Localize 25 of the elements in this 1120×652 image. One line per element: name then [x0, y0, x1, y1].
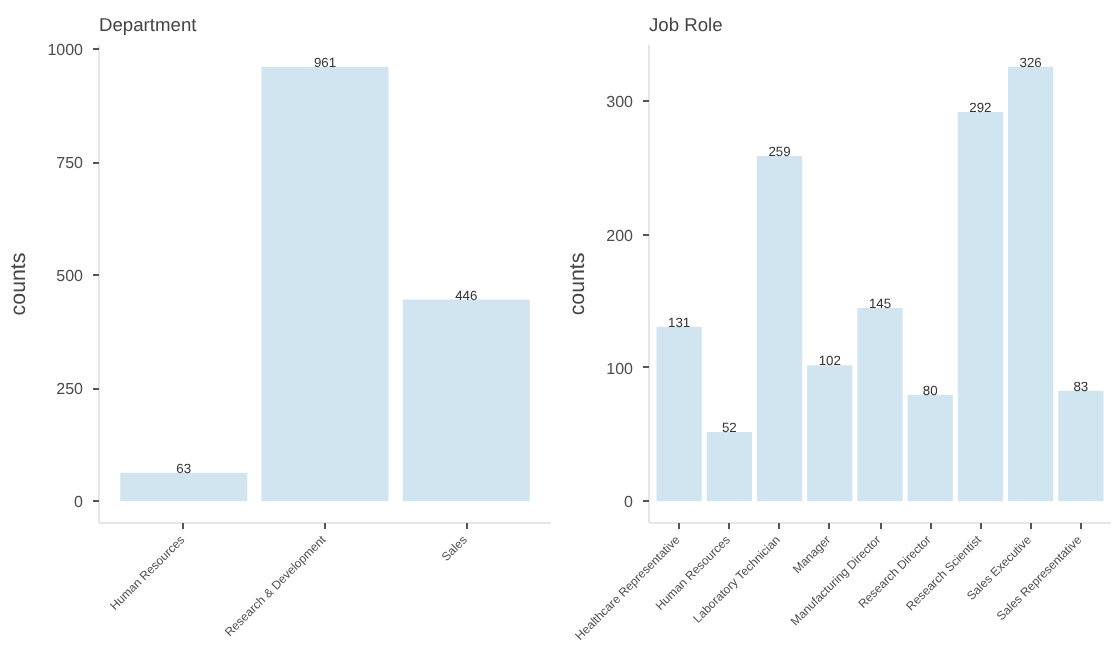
bar [706, 431, 752, 502]
y-axis-title: counts [7, 252, 32, 316]
y-tick-label: 0 [74, 493, 85, 512]
bar [261, 66, 389, 502]
bar [1058, 390, 1104, 502]
y-tick-label: 1000 [47, 41, 85, 60]
bar [907, 394, 953, 502]
bar [402, 299, 530, 502]
y-axis-title: counts [566, 252, 591, 316]
bar [857, 307, 903, 502]
bar [120, 472, 248, 502]
y-tick-label: 300 [606, 93, 635, 112]
bar [756, 156, 803, 502]
chart-title: Job Role [649, 15, 723, 35]
chart-title: Department [99, 15, 198, 35]
bar [957, 112, 1004, 502]
y-tick-label: 750 [56, 154, 85, 173]
y-tick-label: 500 [56, 267, 85, 286]
y-tick-label: 200 [606, 226, 635, 245]
bar [1008, 66, 1054, 502]
y-tick-label: 100 [606, 359, 635, 378]
y-tick-label: 250 [56, 380, 85, 399]
y-tick-label: 0 [624, 493, 635, 512]
bar [656, 326, 702, 502]
bar [807, 365, 853, 502]
